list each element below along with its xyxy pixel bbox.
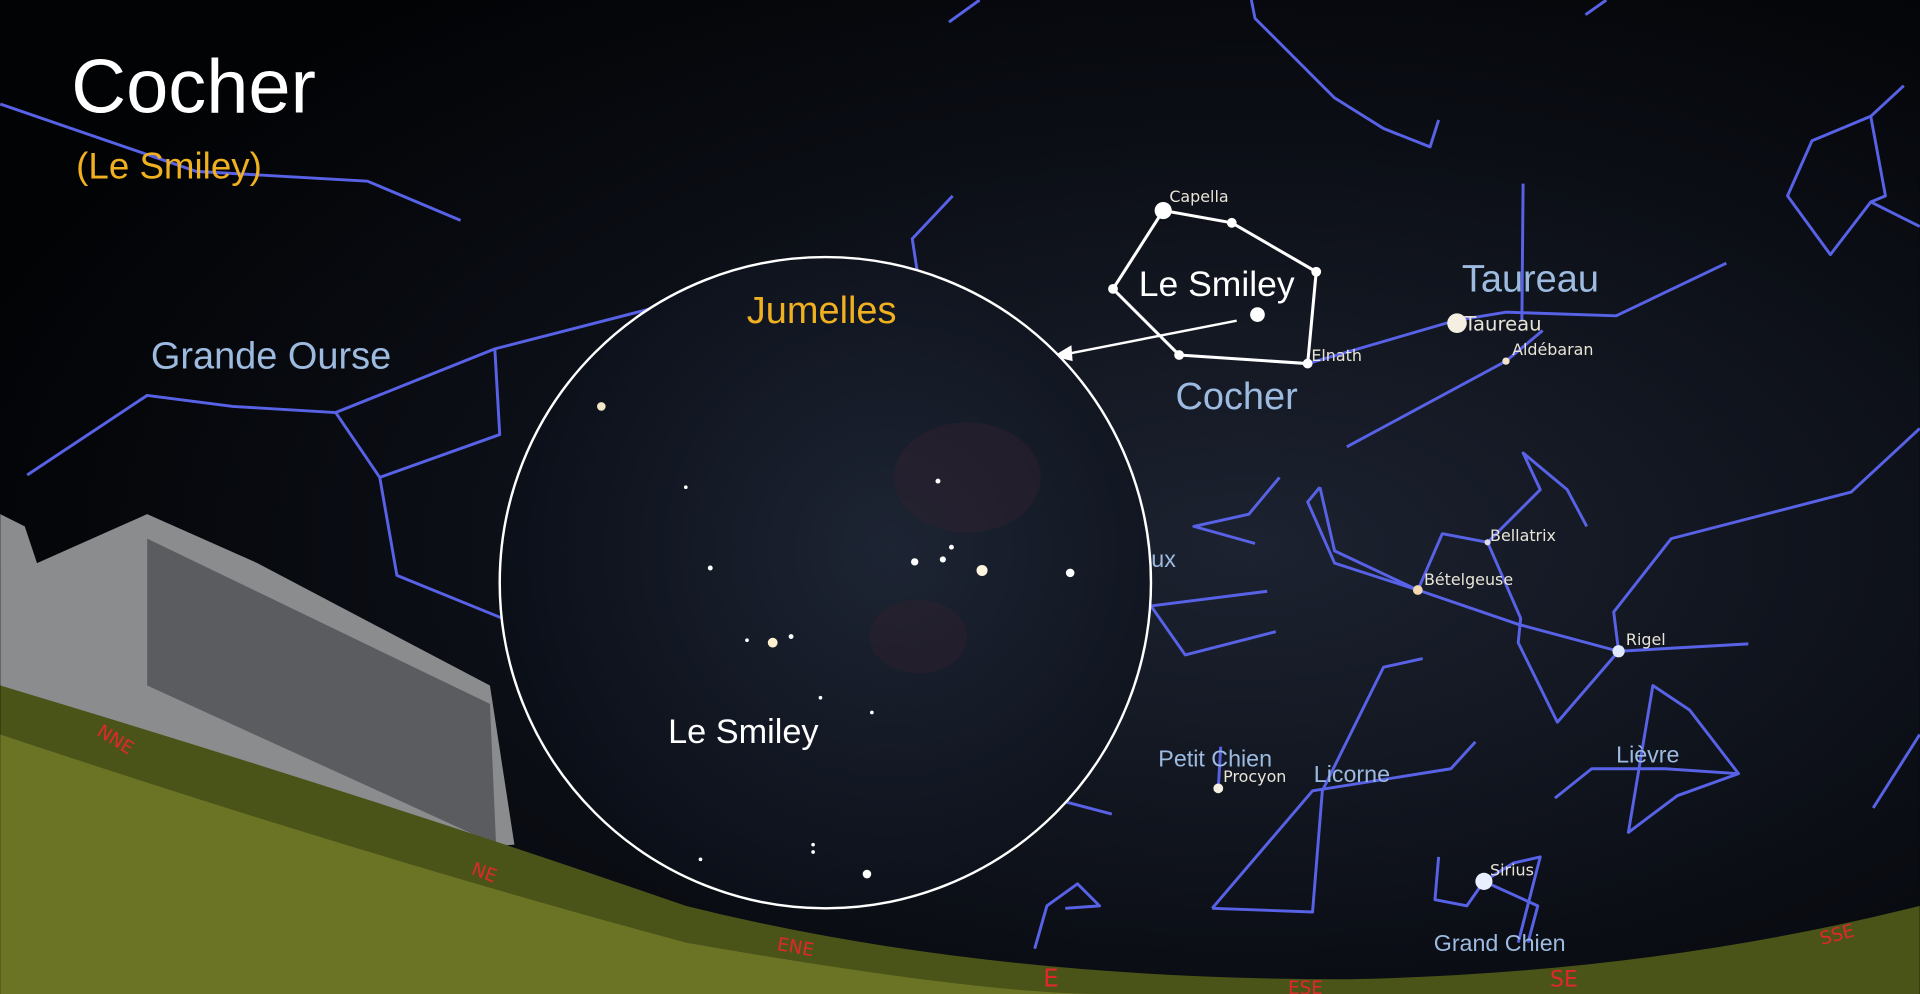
inset-label: Le Smiley [668, 713, 819, 751]
star [1250, 307, 1265, 322]
star-label: Bellatrix [1490, 526, 1556, 545]
star [977, 565, 988, 576]
star [597, 402, 606, 411]
constellation-label: Lièvre [1616, 742, 1679, 768]
star [684, 485, 688, 489]
star [911, 558, 918, 565]
star [1174, 350, 1184, 360]
body: NNE NE ENE E ESE SE SSE Cocher (Le Smile… [0, 0, 1920, 994]
star [1413, 585, 1423, 595]
constellation-label: Taureau [1462, 258, 1599, 300]
star [1066, 569, 1075, 578]
star-label: Elnath [1311, 346, 1362, 365]
star-label: Procyon [1223, 767, 1286, 786]
title: Cocher [71, 45, 316, 130]
star [811, 843, 815, 847]
star [949, 545, 954, 550]
compass-label: E [1043, 964, 1058, 993]
star [1227, 218, 1237, 228]
star [708, 566, 713, 571]
constellation-label: Grand Chien [1434, 930, 1566, 956]
star [768, 638, 778, 648]
star [1502, 357, 1509, 364]
subtitle: (Le Smiley) [76, 146, 262, 187]
inset-title: Jumelles [747, 290, 897, 332]
compass-label: ESE [1288, 978, 1323, 994]
star-label: Taureau [1463, 313, 1541, 336]
star [745, 638, 749, 642]
star [819, 696, 823, 700]
star [699, 858, 703, 862]
compass-label: SE [1550, 968, 1578, 993]
star-label: Rigel [1626, 630, 1666, 649]
asterism-label: Le Smiley [1139, 264, 1295, 304]
star [1612, 645, 1624, 657]
star [936, 479, 941, 484]
star [940, 556, 946, 562]
star [1311, 267, 1321, 277]
star [789, 634, 794, 639]
nebula [894, 422, 1041, 532]
star-label: Bételgeuse [1424, 570, 1513, 589]
star-label: Capella [1169, 187, 1228, 206]
star-label: Sirius [1490, 860, 1534, 879]
star [870, 711, 874, 715]
star [811, 850, 815, 854]
binocular-view [500, 257, 1151, 908]
constellation-label: Licorne [1314, 761, 1390, 787]
nebula [869, 600, 967, 673]
star [1108, 284, 1118, 294]
star [1213, 783, 1223, 793]
constellation-label: Grande Ourse [151, 335, 391, 377]
page: Cocher {"header":{"title":"Cocher","subt… [0, 0, 1920, 994]
sky-map: NNE NE ENE E ESE SE SSE Cocher (Le Smile… [0, 0, 1920, 994]
star-label: Aldébaran [1512, 340, 1593, 359]
star [863, 870, 872, 879]
constellation-label: Cocher [1175, 376, 1297, 418]
